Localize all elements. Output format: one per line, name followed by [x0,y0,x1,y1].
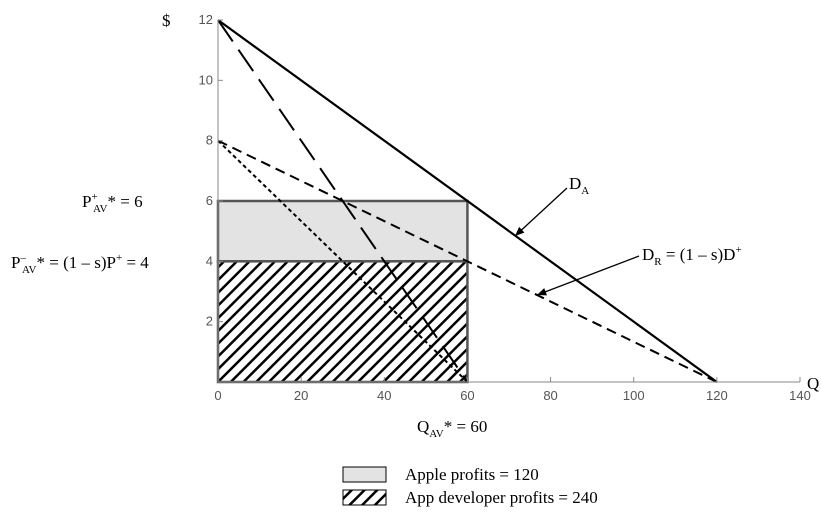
legend-swatch-apple [342,466,387,483]
q-av-label: QAV* = 60 [417,417,487,440]
da-arrow-shaft [514,187,568,237]
y-tick-label: 4 [206,253,213,268]
da-arrow-head [515,226,525,236]
x-tick-label: 40 [377,388,391,403]
legend: Apple profits = 120 App developer profit… [342,465,598,507]
legend-swatch-developer [342,489,387,506]
da-arrow [514,187,568,237]
da-label: DA [569,174,589,197]
region-apple-profits [216,199,469,263]
legend-label-apple: Apple profits = 120 [405,465,539,484]
y-tick-label: 6 [206,193,213,208]
dr-arrow-shaft [536,255,640,296]
x-tick-label: 60 [460,388,474,403]
dr-arrow-head [537,288,547,296]
line-long-dashed [217,19,469,383]
x-tick-label: 20 [294,388,308,403]
x-tick-label: 120 [706,388,728,403]
y-tick-label: 10 [199,72,213,87]
y-tick-label: 12 [199,12,213,27]
line-da [217,19,718,383]
legend-label-developer: App developer profits = 240 [405,488,598,507]
y-tick-label: 2 [206,314,213,329]
region-developer-profits [216,260,469,384]
p-minus-label: P– AV* = (1 – s)P+ = 4 [11,252,149,276]
y-axis-label: $ [162,11,171,30]
x-tick-label: 100 [623,388,645,403]
line-dr [217,139,718,383]
x-tick-label: 140 [789,388,811,403]
y-tick-label: 8 [206,133,213,148]
dr-arrow [536,255,640,296]
p-plus-label: P+ AV* = 6 [82,191,143,215]
x-axis-label: Q [807,374,819,393]
x-tick-label: 0 [214,388,221,403]
x-tick-label: 80 [543,388,557,403]
line-dotted [217,139,469,383]
dr-label: DR = (1 – s)D+ [642,244,742,268]
